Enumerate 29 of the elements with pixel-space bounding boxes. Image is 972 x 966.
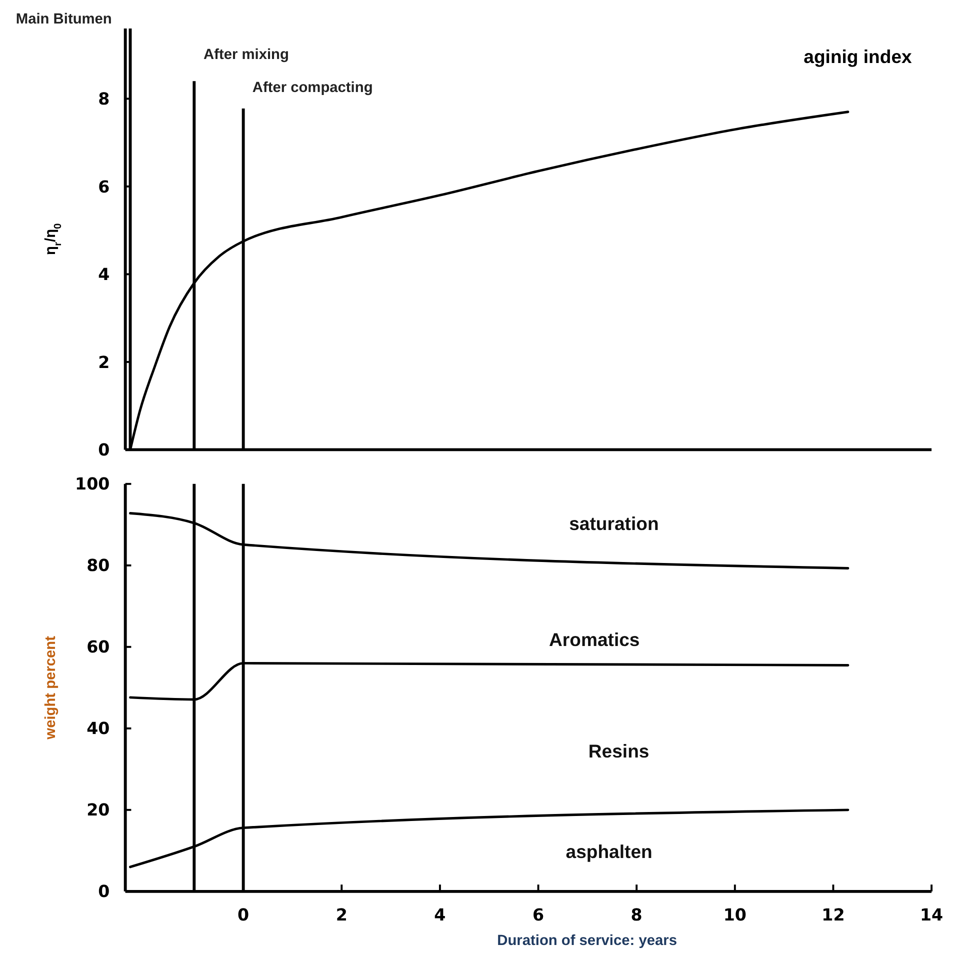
annotation: saturation: [569, 512, 659, 534]
y-tick-label: 4: [98, 265, 110, 284]
ref-line-label: Main Bitumen: [16, 12, 112, 28]
text: aginig index: [804, 46, 913, 68]
y-tick-label: 0: [98, 882, 110, 902]
x-tick-label: 8: [630, 906, 642, 925]
x-tick-label: 14: [920, 906, 944, 925]
y-tick-label: 80: [86, 556, 110, 576]
y-tick-label: 20: [86, 800, 110, 820]
y-tick-label: 40: [86, 719, 110, 738]
ref-line-label: After compacting: [252, 80, 373, 96]
x-tick-label: 12: [822, 906, 845, 925]
x-tick-label: 10: [723, 906, 746, 925]
y-tick-label: 100: [75, 474, 110, 494]
x-tick-label: 6: [532, 906, 544, 925]
x-tick-label: 0: [238, 906, 250, 925]
y-tick-label: 2: [98, 352, 110, 372]
y-tick-label: 60: [86, 638, 110, 657]
y-tick-label: 8: [98, 90, 110, 109]
ref-line-label: After mixing: [204, 46, 289, 63]
x-tick-label: 2: [336, 906, 348, 925]
annotation: Aromatics: [549, 629, 640, 650]
y-axis-title: weight percent: [42, 636, 59, 740]
y-tick-label: 6: [98, 177, 110, 196]
x-tick-label: 4: [434, 906, 446, 925]
x-axis-title: Duration of service: years: [497, 933, 677, 950]
annotation: asphalten: [566, 841, 652, 862]
y-tick-label: 0: [98, 440, 110, 460]
annotation: Resins: [588, 740, 650, 762]
